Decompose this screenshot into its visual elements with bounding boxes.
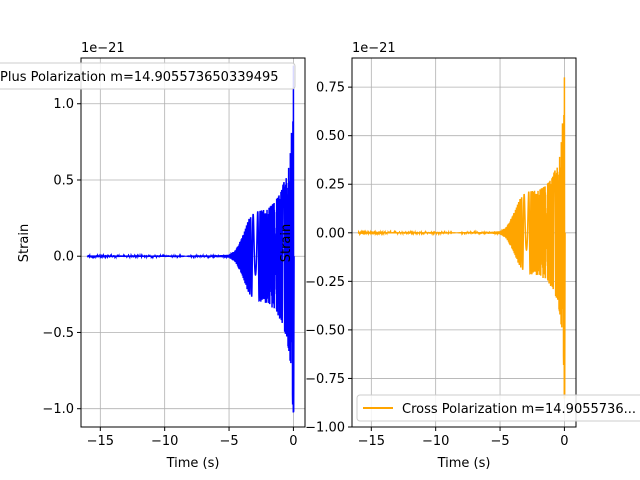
y-tick-label: 0.00: [316, 226, 345, 241]
y-tick-label: −0.25: [305, 275, 345, 290]
x-tick-label: −5: [490, 434, 509, 449]
x-tick-label: −10: [422, 434, 449, 449]
x-axis-label-left: Time (s): [166, 456, 220, 471]
legend-entry-plus: Plus Polarization m=14.905573650339495: [0, 70, 279, 85]
legend-entry-cross: Cross Polarization m=14.9055736...: [402, 402, 636, 417]
legend-box-right: [356, 394, 640, 422]
y-tick-label: −0.75: [305, 372, 345, 387]
y-ticks-left: −1.0 −0.5 0.0 0.5 1.0: [42, 97, 81, 417]
y-tick-label: 1.0: [53, 97, 74, 112]
series-line: [357, 77, 566, 399]
x-tick-label: −15: [87, 434, 114, 449]
y-tick-label: −1.00: [305, 421, 345, 436]
axes-frame-left: [80, 57, 306, 428]
cross-polarization-plot: −15 −10 −5 0 −1.00 −0.75 −0.50 −0.25 0.00 0.25 0.…: [279, 41, 640, 471]
legend-box-left: [0, 62, 296, 90]
y-axis-label-right: Strain: [279, 224, 294, 263]
axes-frame-right: [351, 57, 577, 428]
y-tick-label: 0.0: [53, 250, 74, 265]
x-tick-label: −15: [358, 434, 385, 449]
x-axis-label-right: Time (s): [437, 456, 491, 471]
offset-text-right: 1e−21: [352, 41, 396, 56]
offset-text-left: 1e−21: [81, 41, 125, 56]
y-tick-label: 0.75: [316, 81, 345, 96]
y-tick-label: 0.5: [53, 173, 74, 188]
y-tick-label: 0.50: [316, 129, 345, 144]
y-ticks-right: −1.00 −0.75 −0.50 −0.25 0.00 0.25 0.50 0.75: [305, 81, 352, 436]
x-ticks-right: −15 −10 −5 0: [358, 427, 569, 449]
x-tick-label: 0: [289, 434, 297, 449]
legend-left: Plus Polarization m=14.905573650339495: [0, 62, 296, 90]
x-tick-label: −5: [219, 434, 238, 449]
y-tick-label: −0.5: [42, 326, 74, 341]
y-tick-label: 0.25: [316, 178, 345, 193]
x-tick-label: −10: [151, 434, 178, 449]
data-right: [357, 77, 566, 399]
data-left: [86, 65, 295, 413]
y-tick-label: −1.0: [42, 402, 74, 417]
series-line: [86, 65, 295, 413]
x-ticks-left: −15 −10 −5 0: [87, 427, 298, 449]
legend-right: Cross Polarization m=14.9055736...: [356, 394, 640, 422]
y-axis-label-left: Strain: [17, 224, 32, 263]
plus-polarization-plot: −15 −10 −5 0 −1.0 −0.5 0.0 0.5 1.0 1e−21 Time (…: [0, 41, 306, 471]
x-tick-label: 0: [560, 434, 568, 449]
y-tick-label: −0.50: [305, 323, 345, 338]
